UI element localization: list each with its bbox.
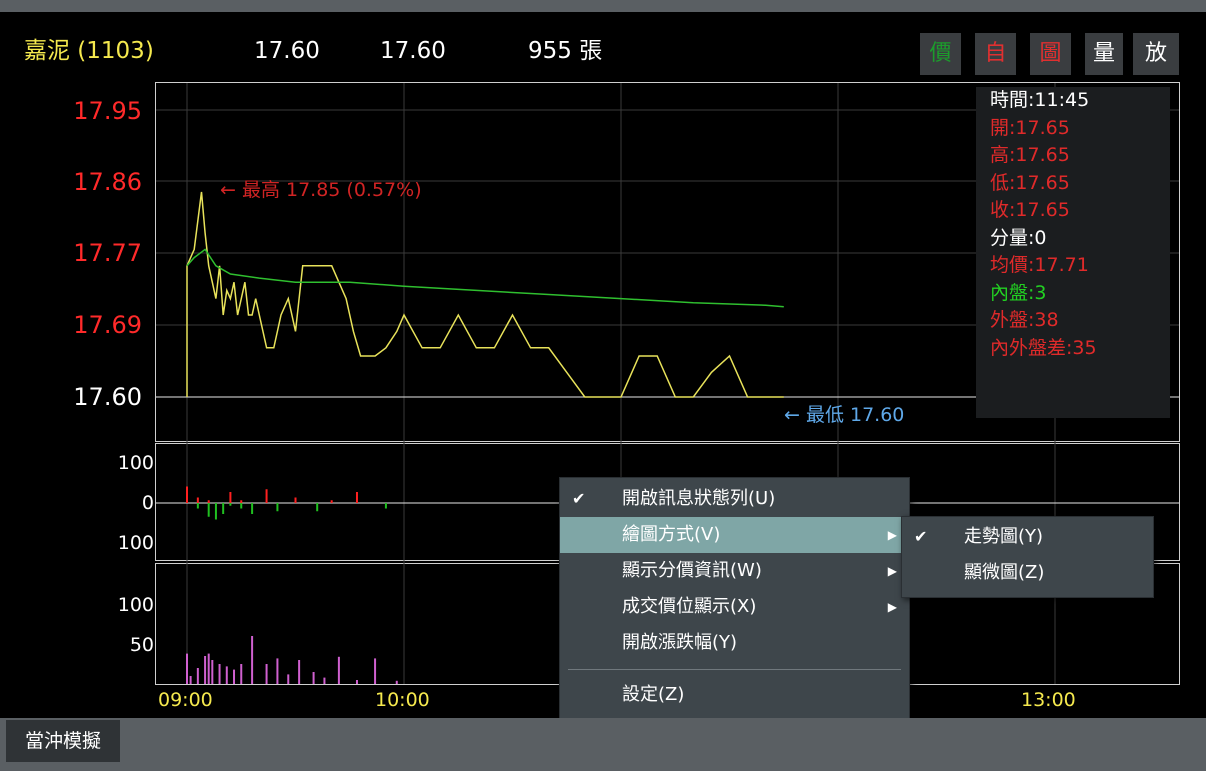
info-volume: 分量:0 bbox=[990, 226, 1047, 249]
menu-item-change-range[interactable]: 開啟漲跌幅(Y) bbox=[560, 625, 909, 661]
info-avg: 均價:17.71 bbox=[990, 254, 1089, 276]
info-low: 低:17.65 bbox=[990, 171, 1070, 194]
menu-separator bbox=[568, 669, 901, 670]
menu-item-label: 開啟訊息狀態列(U) bbox=[622, 488, 776, 509]
current-price: 17.60 bbox=[254, 38, 320, 64]
menu-item-trade-price[interactable]: 成交價位顯示(X) ▶ bbox=[560, 589, 909, 625]
submenu-arrow-icon: ▶ bbox=[887, 564, 897, 578]
tab-day-trade-sim[interactable]: 當沖模擬 bbox=[6, 720, 120, 762]
check-icon: ✔ bbox=[914, 527, 928, 546]
price-line bbox=[186, 191, 784, 398]
price-plot-frame bbox=[155, 82, 1180, 442]
menu-item-label: 繪圖方式(V) bbox=[622, 524, 721, 545]
count-tick: 50 bbox=[129, 634, 154, 656]
stock-name: 嘉泥 (1103) bbox=[24, 38, 154, 64]
count-tick: 100 bbox=[117, 594, 154, 616]
menu-item-status-bar[interactable]: ✔ 開啟訊息狀態列(U) bbox=[560, 481, 909, 517]
volume-button[interactable]: 量 bbox=[1085, 33, 1123, 75]
menu-item-label: 開啟漲跌幅(Y) bbox=[622, 632, 738, 653]
menu-item-price-info[interactable]: 顯示分價資訊(W) ▶ bbox=[560, 553, 909, 589]
price-tick: 17.77 bbox=[73, 239, 142, 267]
price-tick: 17.60 bbox=[73, 383, 142, 411]
time-tick: 10:00 bbox=[375, 689, 430, 711]
low-annotation: ← 最低 17.60 bbox=[784, 404, 905, 426]
window-top-strip bbox=[0, 0, 1206, 12]
time-tick: 13:00 bbox=[1021, 689, 1076, 711]
check-icon: ✔ bbox=[572, 489, 586, 508]
info-box: 時間:11:45 開:17.65 高:17.65 低:17.65 收:17.65… bbox=[976, 87, 1170, 418]
high-annotation: ← 最高 17.85 (0.57%) bbox=[220, 179, 422, 201]
volume-tick: 0 bbox=[141, 492, 154, 514]
price-tick: 17.95 bbox=[73, 97, 142, 125]
info-high: 高:17.65 bbox=[990, 144, 1070, 166]
menu-item-label: 顯微圖(Z) bbox=[964, 562, 1045, 583]
menu-item-label: 設定(Z) bbox=[622, 684, 685, 705]
total-volume: 955 張 bbox=[528, 38, 603, 64]
custom-button[interactable]: 自 bbox=[975, 33, 1016, 75]
submenu-arrow-icon: ▶ bbox=[887, 528, 897, 542]
zoom-button[interactable]: 放 bbox=[1133, 33, 1179, 75]
volume-tick: 100 bbox=[117, 452, 154, 474]
info-outer: 外盤:38 bbox=[990, 309, 1059, 331]
avg-price-line bbox=[186, 248, 784, 308]
reference-price: 17.60 bbox=[380, 38, 446, 64]
submenu-item-micro[interactable]: 顯微圖(Z) bbox=[902, 555, 1153, 591]
time-tick: 09:00 bbox=[158, 689, 213, 711]
menu-item-label: 走勢圖(Y) bbox=[964, 526, 1044, 547]
menu-item-draw-mode[interactable]: 繪圖方式(V) ▶ bbox=[560, 517, 909, 553]
menu-item-label: 成交價位顯示(X) bbox=[622, 596, 757, 617]
submenu-item-trend[interactable]: ✔ 走勢圖(Y) bbox=[902, 519, 1153, 555]
info-time: 時間:11:45 bbox=[990, 89, 1090, 111]
info-diff: 內外盤差:35 bbox=[990, 336, 1097, 359]
price-tick: 17.86 bbox=[73, 168, 142, 196]
draw-mode-submenu: ✔ 走勢圖(Y) 顯微圖(Z) bbox=[901, 516, 1154, 598]
volume-tick: 100 bbox=[117, 532, 154, 554]
submenu-arrow-icon: ▶ bbox=[887, 600, 897, 614]
info-open: 開:17.65 bbox=[990, 116, 1070, 139]
menu-item-label: 顯示分價資訊(W) bbox=[622, 560, 762, 581]
menu-item-settings[interactable]: 設定(Z) bbox=[560, 677, 909, 713]
bottom-bar bbox=[0, 718, 1206, 771]
info-close: 收:17.65 bbox=[990, 199, 1070, 221]
info-inner: 內盤:3 bbox=[990, 281, 1047, 304]
chart-button[interactable]: 圖 bbox=[1030, 33, 1071, 75]
price-button[interactable]: 價 bbox=[920, 33, 961, 75]
price-tick: 17.69 bbox=[73, 311, 142, 339]
context-menu: ✔ 開啟訊息狀態列(U) 繪圖方式(V) ▶ 顯示分價資訊(W) ▶ 成交價位顯… bbox=[559, 477, 910, 723]
